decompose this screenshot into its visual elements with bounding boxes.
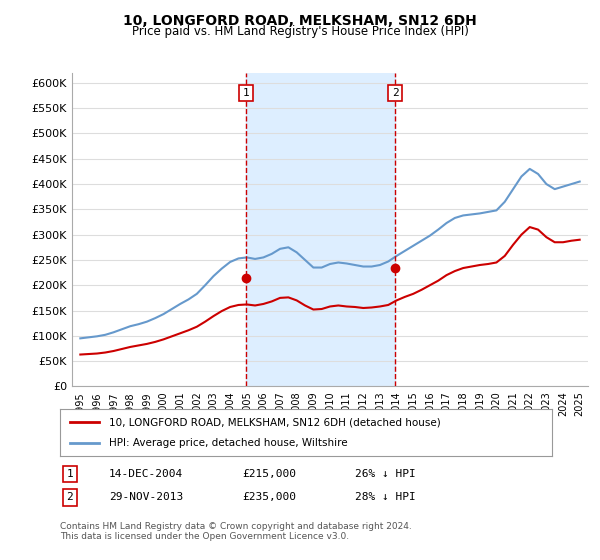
Text: £215,000: £215,000 [242,469,296,479]
Text: 26% ↓ HPI: 26% ↓ HPI [355,469,416,479]
Text: £235,000: £235,000 [242,492,296,502]
Bar [246,73,395,386]
Text: HPI: Average price, detached house, Wiltshire: HPI: Average price, detached house, Wilt… [109,438,348,448]
Text: 1: 1 [243,88,250,98]
Text: Contains HM Land Registry data © Crown copyright and database right 2024.
This d: Contains HM Land Registry data © Crown c… [60,522,412,542]
Text: 10, LONGFORD ROAD, MELKSHAM, SN12 6DH (detached house): 10, LONGFORD ROAD, MELKSHAM, SN12 6DH (d… [109,417,441,427]
Text: 2: 2 [67,492,73,502]
Text: Price paid vs. HM Land Registry's House Price Index (HPI): Price paid vs. HM Land Registry's House … [131,25,469,38]
Text: 1: 1 [67,469,73,479]
Text: 2: 2 [392,88,398,98]
Text: 29-NOV-2013: 29-NOV-2013 [109,492,184,502]
Text: 10, LONGFORD ROAD, MELKSHAM, SN12 6DH: 10, LONGFORD ROAD, MELKSHAM, SN12 6DH [123,14,477,28]
Text: 14-DEC-2004: 14-DEC-2004 [109,469,184,479]
Text: 28% ↓ HPI: 28% ↓ HPI [355,492,416,502]
